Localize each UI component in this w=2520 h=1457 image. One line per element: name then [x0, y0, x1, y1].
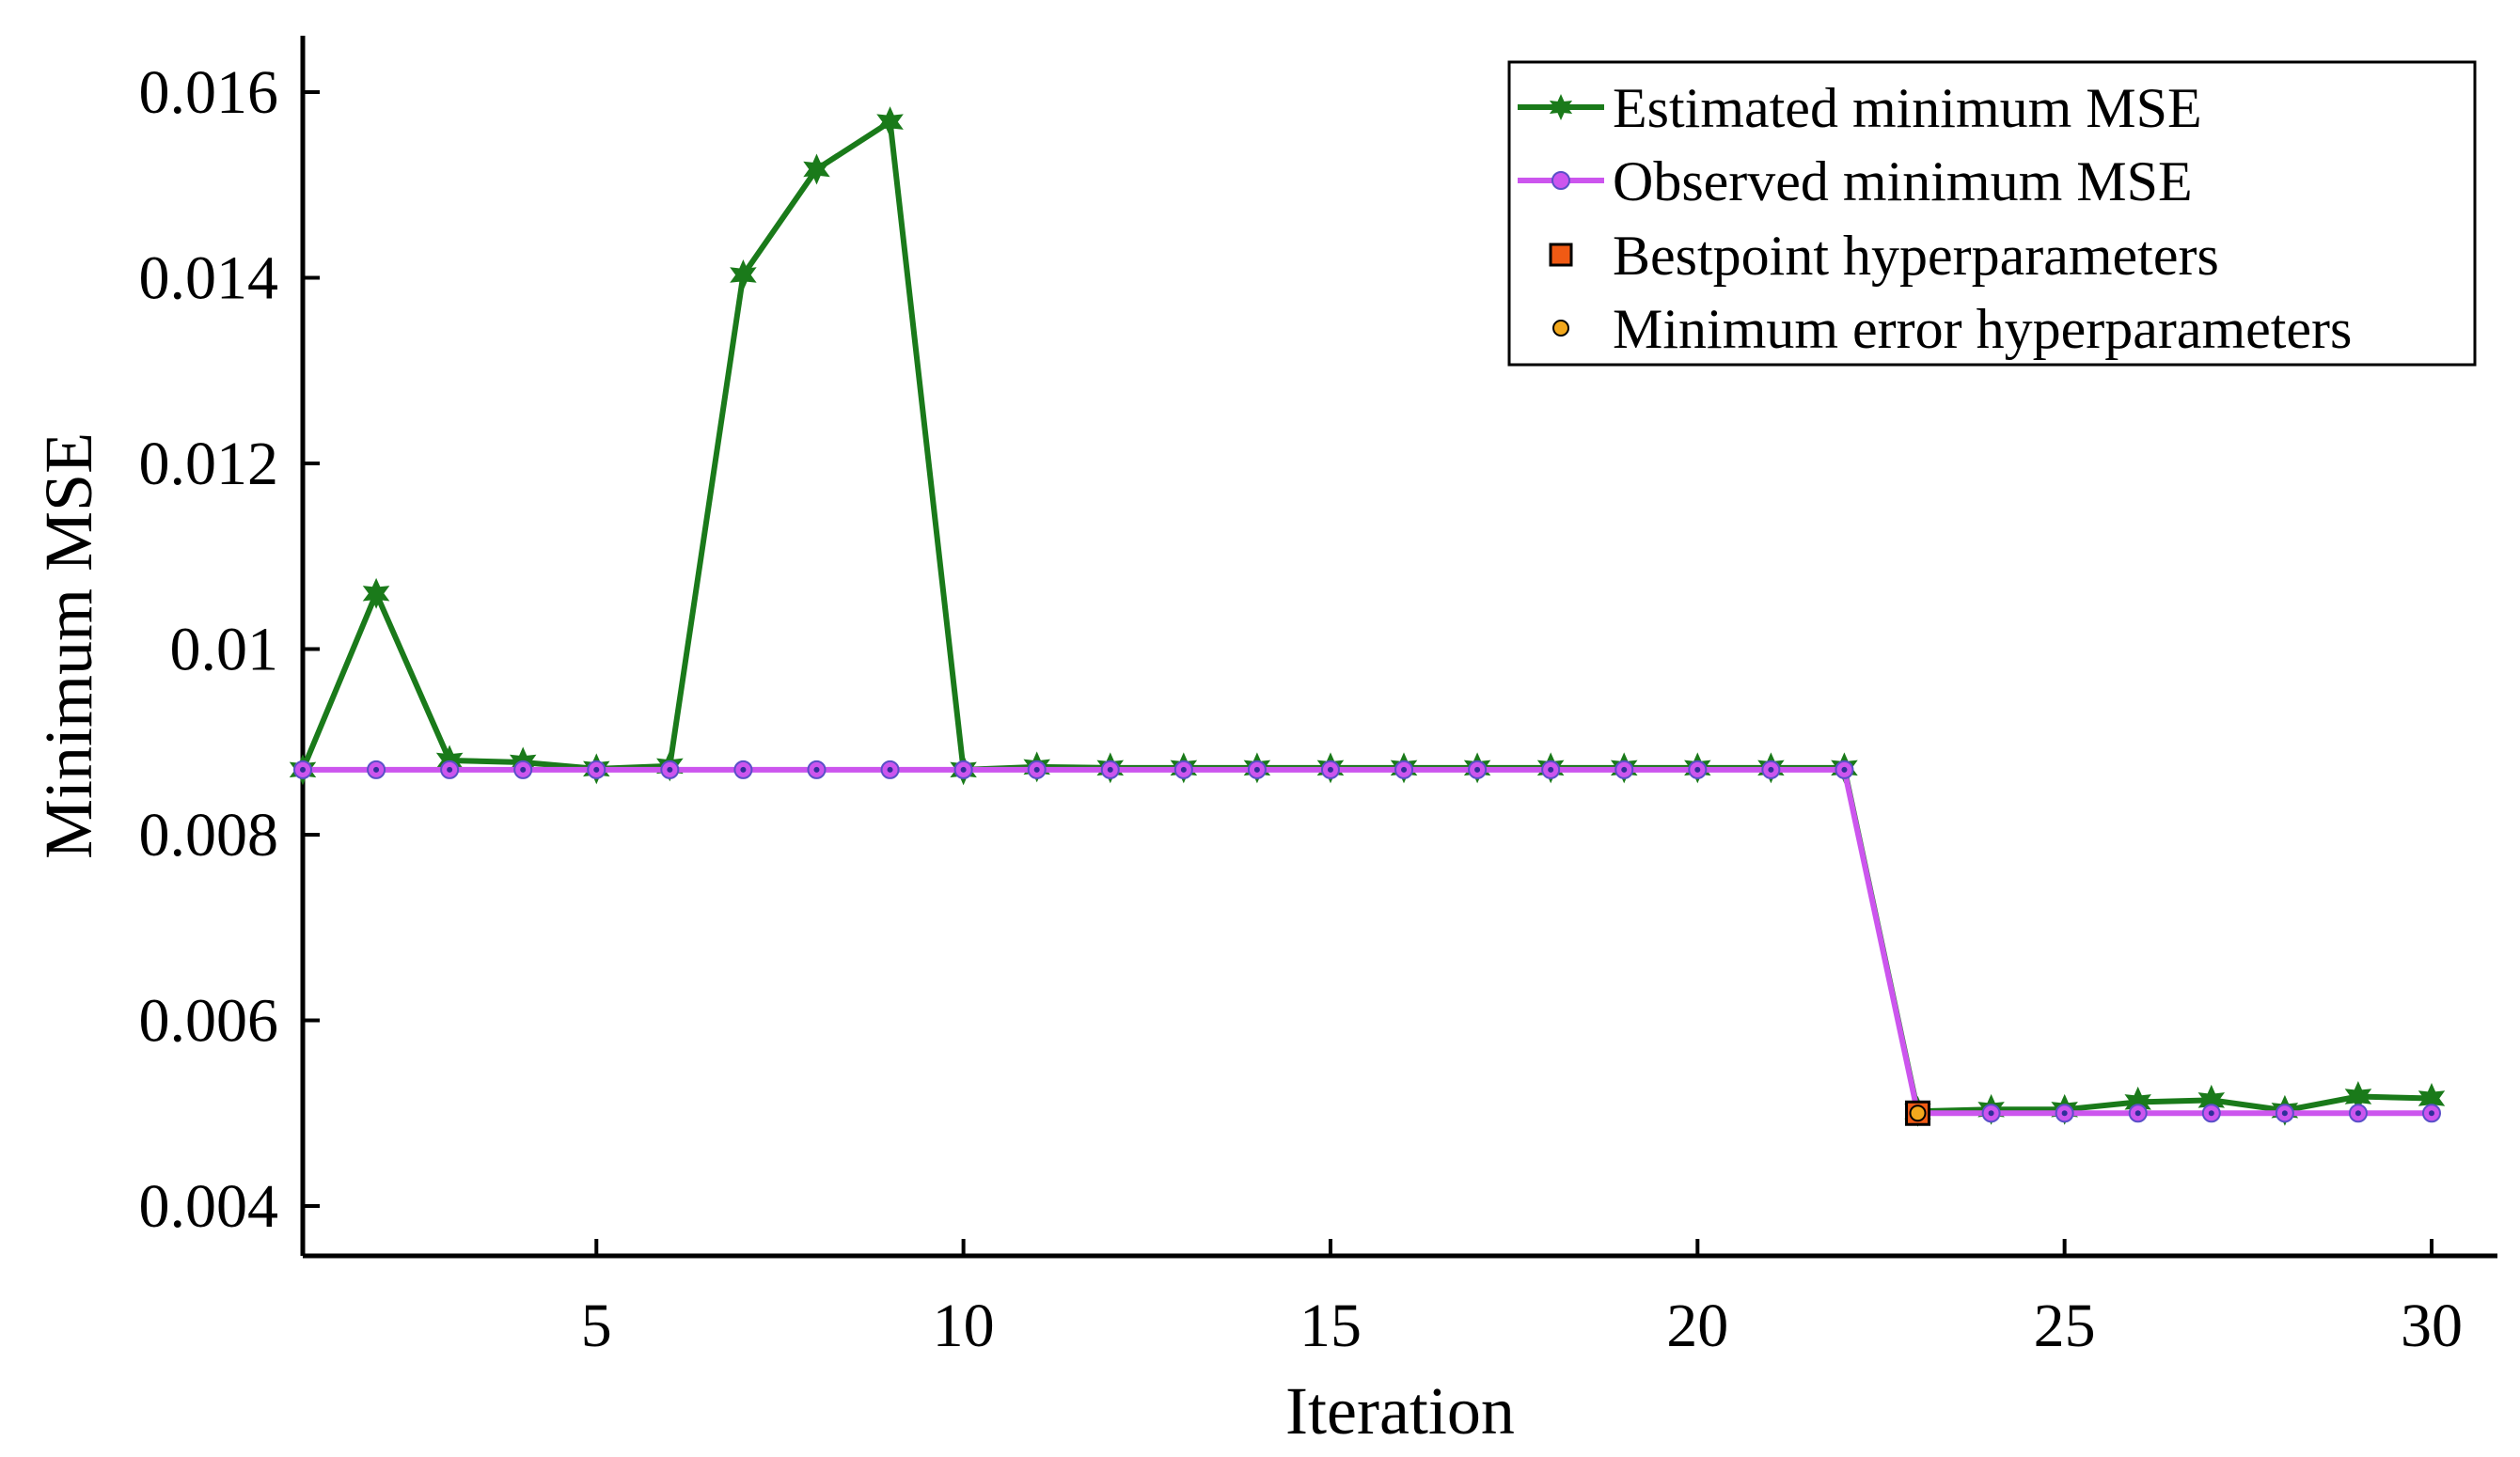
series-layer: [289, 106, 2446, 1127]
legend-item: Estimated minimum MSE: [1518, 77, 2202, 139]
data-point-center: [1548, 766, 1554, 773]
data-point-center: [1327, 766, 1333, 773]
data-point: [803, 153, 830, 185]
data-point-center: [1694, 766, 1701, 773]
legend-box: [1507, 60, 2477, 367]
data-point-center: [667, 766, 673, 773]
x-tick-label: 30: [2401, 1292, 2463, 1360]
data-point-center: [960, 766, 967, 773]
data-point: [876, 106, 904, 138]
x-tick-label: 15: [1299, 1292, 1362, 1360]
y-tick-label: 0.016: [139, 58, 279, 127]
x-tick-label: 10: [933, 1292, 995, 1360]
data-point-center: [1841, 766, 1848, 773]
data-point-center: [2281, 1110, 2288, 1117]
data-point-center: [1988, 1110, 1994, 1117]
data-point-center: [2208, 1110, 2214, 1117]
legend-marker: [1552, 320, 1569, 337]
legend-label: Observed minimum MSE: [1613, 150, 2193, 212]
y-tick-label: 0.008: [139, 801, 279, 870]
legend-item: Minimum error hyperparameters: [1552, 298, 2352, 360]
data-point: [362, 577, 390, 609]
x-tick-label: 5: [581, 1292, 612, 1360]
y-tick-label: 0.01: [170, 616, 279, 684]
x-ticks: 5 10 15 20 25 30: [581, 1239, 2463, 1360]
y-ticks: 0.004 0.006 0.008 0.01 0.012 0.014 0.016: [139, 58, 320, 1241]
data-point-center: [1401, 766, 1408, 773]
minimum-error-marker: [1909, 1104, 1927, 1122]
series-line: [303, 766, 2432, 1117]
data-point-center: [1253, 766, 1260, 773]
legend-label: Minimum error hyperparameters: [1613, 298, 2352, 360]
data-point-center: [447, 766, 453, 773]
data-point-center: [1621, 766, 1628, 773]
legend-marker: [1551, 171, 1570, 190]
data-point-center: [373, 766, 380, 773]
data-point-center: [1107, 766, 1113, 773]
legend-item: Bestpoint hyperparameters: [1549, 225, 2219, 287]
legend-label: Bestpoint hyperparameters: [1613, 225, 2219, 287]
data-point-center: [2061, 1110, 2068, 1117]
points-layer: [1905, 1100, 1931, 1126]
data-point-center: [593, 766, 600, 773]
data-point-center: [1180, 766, 1187, 773]
y-tick-label: 0.006: [139, 987, 279, 1056]
data-point-center: [2429, 1110, 2434, 1117]
data-point-center: [2134, 1110, 2141, 1117]
data-point-center: [813, 766, 820, 773]
x-tick-label: 25: [2034, 1292, 2096, 1360]
data-point-center: [1033, 766, 1040, 773]
legend-label: Estimated minimum MSE: [1613, 77, 2202, 139]
data-point-center: [300, 766, 306, 773]
legend: Estimated minimum MSE Observed minimum MS…: [1507, 60, 2477, 367]
data-point-center: [1768, 766, 1774, 773]
data-point-center: [887, 766, 893, 773]
legend-marker: [1549, 243, 1573, 267]
x-tick-label: 20: [1666, 1292, 1728, 1360]
y-tick-label: 0.012: [139, 430, 279, 498]
data-point-center: [740, 766, 747, 773]
y-axis-title: Minimum MSE: [31, 432, 106, 859]
data-point-center: [2355, 1110, 2361, 1117]
legend-item: Observed minimum MSE: [1518, 150, 2193, 212]
y-tick-label: 0.014: [139, 244, 279, 313]
data-point-center: [520, 766, 527, 773]
series-observed: [293, 760, 2441, 1123]
x-axis-title: Iteration: [1285, 1373, 1515, 1449]
data-point: [730, 259, 757, 290]
legend-marker: [1549, 94, 1573, 120]
y-tick-label: 0.004: [139, 1172, 279, 1241]
data-point-center: [1474, 766, 1481, 773]
